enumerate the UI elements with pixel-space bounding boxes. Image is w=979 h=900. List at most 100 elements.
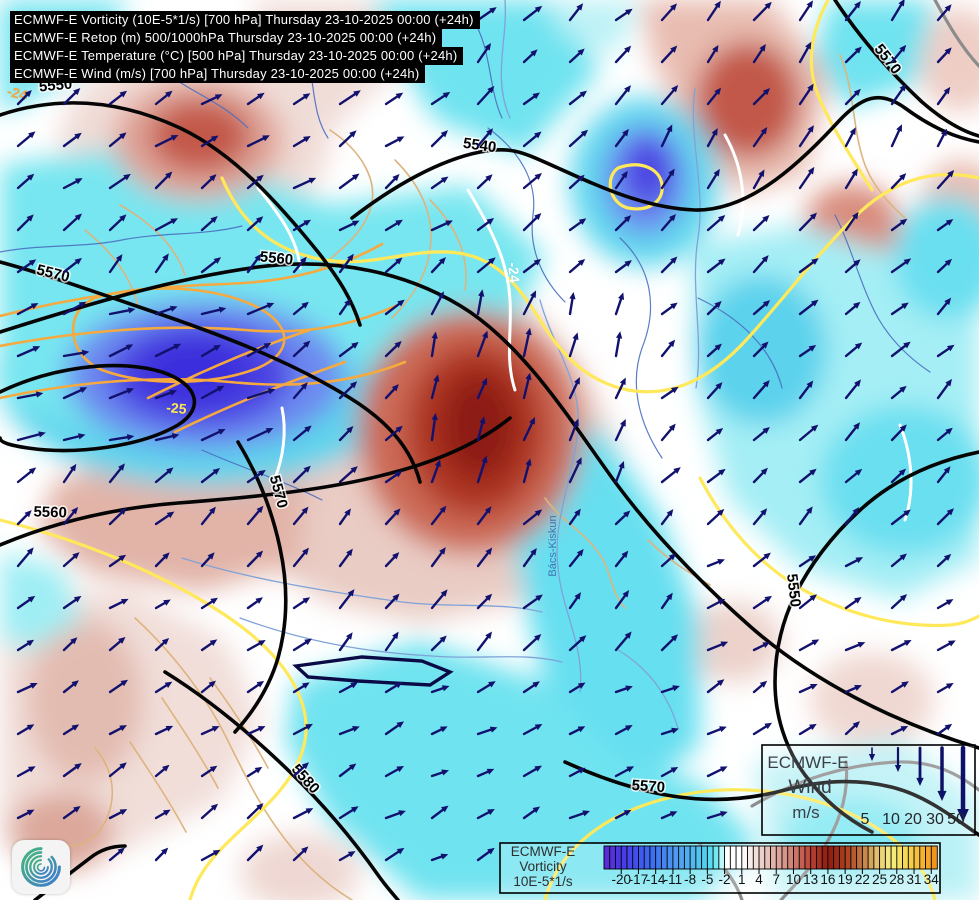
vorticity-colorbar: ECMWF-E Vorticity 10E-5*1/s -20-17-14-11… (499, 842, 941, 894)
colorbar-tick-label: -8 (684, 872, 696, 887)
geographic-region-label: Bács-Kiskun (547, 515, 559, 576)
colorbar-cell (844, 845, 852, 870)
colorbar-tick-label: 34 (924, 872, 940, 887)
colorbar-ticks: -20-17-14-11 -8 -5 -2 1 4 7 10 13 16 19 22 25 28 31 34 (611, 869, 939, 887)
height-contour-label: 5550 (783, 573, 804, 608)
header-line-retop: ECMWF-E Retop (m) 500/1000hPa Thursday 2… (10, 29, 443, 47)
colorbar-cell (609, 845, 617, 870)
lake-balaton-outline (292, 655, 454, 687)
wind-legend-box (761, 744, 976, 836)
colorbar-cell (907, 845, 915, 870)
colorbar-cell (666, 845, 674, 870)
colorbar-cell (798, 845, 806, 870)
river-lines (181, 0, 701, 729)
wind-speed-label: 50 (947, 811, 965, 828)
height-contour-label: 5560 (33, 503, 67, 521)
colorbar-cell (850, 845, 858, 870)
colorbar-tick-label: 28 (889, 872, 904, 887)
colorbar-cell (764, 845, 772, 870)
colorbar-cell (620, 845, 628, 870)
wind-speed-label: 20 (904, 811, 922, 828)
colorbar-tick-label: -5 (701, 872, 713, 887)
colorbar-tick-label: 22 (855, 872, 870, 887)
colorbar-cell (890, 845, 898, 870)
colorbar-cell (660, 845, 668, 870)
height-contour-label: 5570 (631, 777, 665, 796)
terrain-contour-lines (61, 54, 906, 900)
colorbar-cells (603, 845, 938, 870)
colorbar-tick-label: -11 (664, 872, 683, 887)
colorbar-tick-label: -2 (719, 872, 731, 887)
colorbar-cell (787, 845, 795, 870)
colorbar-cell (873, 845, 881, 870)
colorbar-cell (925, 845, 933, 870)
colorbar-cell (896, 845, 904, 870)
colorbar-cell (752, 845, 760, 870)
temperature-contour-label: -25 (166, 399, 188, 417)
colorbar-cell (781, 845, 789, 870)
wind-legend-title-line2: Wind (788, 777, 831, 798)
colorbar-tick-label: 7 (772, 872, 780, 887)
colorbar-cell (626, 845, 634, 870)
colorbar-tick-label: -20 (611, 872, 631, 887)
colorbar-cell (884, 845, 892, 870)
colorbar-cell (919, 845, 927, 870)
header-line-wind: ECMWF-E Wind (m/s) [700 hPa] Thursday 23… (10, 65, 426, 83)
colorbar-cell (678, 845, 686, 870)
header-line-vorticity: ECMWF-E Vorticity (10E-5*1/s) [700 hPa] … (10, 11, 480, 29)
colorbar-tick-label: 10 (786, 872, 801, 887)
colorbar-cell (838, 845, 846, 870)
colorbar-cell (879, 845, 887, 870)
colorbar-cell (810, 845, 818, 870)
colorbar-cell (902, 845, 910, 870)
colorbar-cell (821, 845, 829, 870)
colorbar-tick-label: 1 (738, 872, 746, 887)
site-logo[interactable] (12, 840, 70, 894)
colorbar-tick-label: 13 (803, 872, 818, 887)
colorbar-title-line1: ECMWF-E (511, 844, 576, 859)
colorbar-cell (930, 845, 938, 870)
colorbar-cell (856, 845, 864, 870)
colorbar-cell (638, 845, 645, 870)
colorbar-cell (655, 845, 663, 870)
colorbar-tick-label: 4 (755, 872, 763, 887)
colorbar-cell (827, 845, 835, 870)
colorbar-tick-label: 16 (820, 872, 835, 887)
wind-speed-label: 30 (926, 811, 944, 828)
wind-legend-arrows: 5 10 20 30 50 (861, 745, 969, 828)
colorbar-cell (793, 845, 800, 870)
colorbar-tick-label: 19 (838, 872, 853, 887)
colorbar-cell (643, 845, 651, 870)
colorbar-cell (672, 845, 680, 870)
colorbar-cell (701, 845, 709, 870)
swirl-logo-icon (21, 847, 61, 887)
colorbar-cell (615, 845, 622, 870)
colorbar-cell (729, 845, 737, 870)
colorbar-cell (913, 845, 921, 870)
colorbar-cell (695, 845, 703, 870)
colorbar-cell (632, 845, 640, 870)
colorbar-cell (712, 845, 720, 870)
colorbar-cell (724, 845, 732, 870)
wind-legend-title-line3: m/s (792, 803, 819, 822)
colorbar-cell (833, 845, 841, 870)
colorbar-cell (861, 845, 869, 870)
colorbar-cell (747, 845, 755, 870)
colorbar-cell (741, 845, 749, 870)
colorbar-title-line3: 10E-5*1/s (513, 874, 573, 889)
colorbar-tick-label: 31 (907, 872, 922, 887)
height-contour-label: 5560 (259, 248, 294, 268)
wind-legend: ECMWF-E Wind m/s 5 10 20 30 50 (761, 744, 976, 836)
header-line-temperature: ECMWF-E Temperature (°C) [500 hPa] Thurs… (10, 47, 464, 65)
colorbar-cell (770, 845, 777, 870)
wind-speed-label: 10 (882, 811, 900, 828)
colorbar-cell (804, 845, 812, 870)
temperature-contour-label: -24 (505, 262, 523, 284)
colorbar-cell (775, 845, 783, 870)
wind-speed-label: 5 (861, 811, 870, 828)
wind-arrow-layer (16, 0, 956, 862)
colorbar-cell (758, 845, 766, 870)
wind-legend-title-line1: ECMWF-E (767, 753, 848, 772)
